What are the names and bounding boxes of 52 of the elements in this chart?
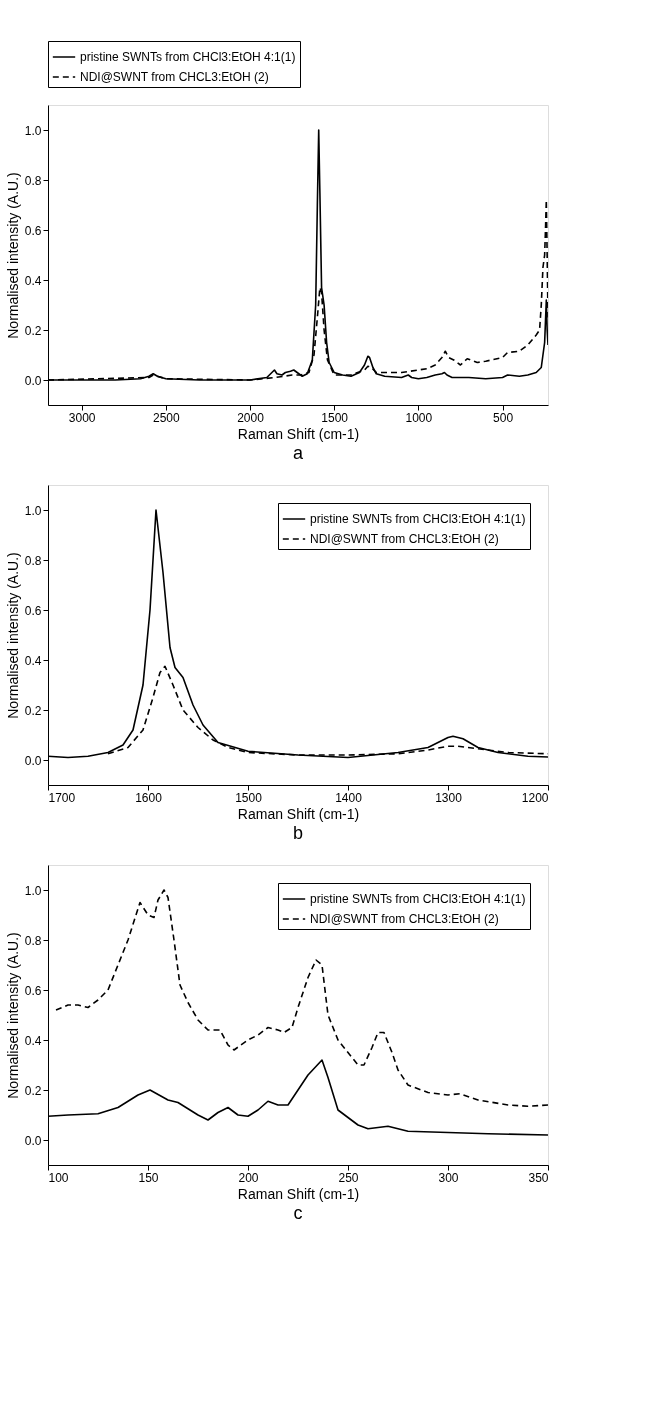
y-tick-label: 0.6 bbox=[24, 983, 42, 998]
x-axis-title: Raman Shift (cm-1) bbox=[237, 1185, 360, 1202]
y-tick-label: 0.4 bbox=[24, 1033, 42, 1048]
x-tick-label: 1400 bbox=[335, 790, 363, 805]
x-tick-label: 2000 bbox=[237, 410, 265, 425]
y-axis-title: Normalised intensity (A.U.) bbox=[4, 552, 21, 719]
y-tick-label: 0.8 bbox=[24, 173, 42, 188]
y-axis-title: Normalised intensity (A.U.) bbox=[4, 932, 21, 1099]
y-axis-title: Normalised intensity (A.U.) bbox=[4, 172, 21, 339]
y-tick-label: 0.0 bbox=[24, 373, 42, 388]
y-tick-label: 0.0 bbox=[24, 753, 42, 768]
y-tick-label: 0.6 bbox=[24, 603, 42, 618]
y-tick-label: 1.0 bbox=[24, 503, 42, 518]
x-tick-label: 350 bbox=[528, 1170, 549, 1185]
x-tick-label: 1300 bbox=[435, 790, 463, 805]
text: c bbox=[293, 1203, 303, 1223]
y-tick-label: 0.8 bbox=[24, 553, 42, 568]
y-tick-label: 0.4 bbox=[24, 273, 42, 288]
x-tick-label: 250 bbox=[338, 1170, 359, 1185]
x-tick-label: 1500 bbox=[235, 790, 263, 805]
x-tick-label: 3000 bbox=[68, 410, 96, 425]
legend-label: NDI@SWNT from CHCL3:EtOH (2) bbox=[310, 532, 499, 546]
x-tick-label: 1700 bbox=[48, 790, 76, 805]
y-tick-label: 0.6 bbox=[24, 223, 42, 238]
legend-label: pristine SWNTs from CHCl3:EtOH 4:1(1) bbox=[310, 512, 526, 526]
y-tick-label: 0.4 bbox=[24, 653, 42, 668]
legend-label: NDI@SWNT from CHCL3:EtOH (2) bbox=[80, 70, 269, 84]
x-tick-label: 1600 bbox=[135, 790, 163, 805]
y-tick-label: 0.8 bbox=[24, 933, 42, 948]
line-series bbox=[55, 889, 548, 1108]
x-tick-label: 100 bbox=[48, 1170, 69, 1185]
y-tick-label: 0.2 bbox=[24, 703, 42, 718]
x-tick-label: 200 bbox=[238, 1170, 259, 1185]
legend-label: pristine SWNTs from CHCl3:EtOH 4:1(1) bbox=[310, 892, 526, 906]
x-axis-title: Raman Shift (cm-1) bbox=[237, 425, 360, 442]
x-tick-label: 1200 bbox=[521, 790, 549, 805]
x-tick-label: 1500 bbox=[321, 410, 349, 425]
text: a bbox=[292, 443, 304, 463]
y-tick-label: 0.2 bbox=[24, 1083, 42, 1098]
x-tick-label: 300 bbox=[438, 1170, 459, 1185]
y-tick-label: 0.2 bbox=[24, 323, 42, 338]
y-tick-label: 1.0 bbox=[24, 123, 42, 138]
y-tick-label: 1.0 bbox=[24, 883, 42, 898]
x-tick-label: 2500 bbox=[152, 410, 181, 425]
x-tick-label: 150 bbox=[138, 1170, 159, 1185]
legend-label: NDI@SWNT from CHCL3:EtOH (2) bbox=[310, 912, 499, 926]
x-tick-label: 1000 bbox=[405, 410, 433, 425]
text: b bbox=[292, 823, 304, 843]
y-tick-label: 0.0 bbox=[24, 1133, 42, 1148]
x-tick-label: 500 bbox=[493, 410, 514, 425]
x-axis-title: Raman Shift (cm-1) bbox=[237, 805, 360, 822]
legend-label: pristine SWNTs from CHCl3:EtOH 4:1(1) bbox=[80, 50, 296, 64]
